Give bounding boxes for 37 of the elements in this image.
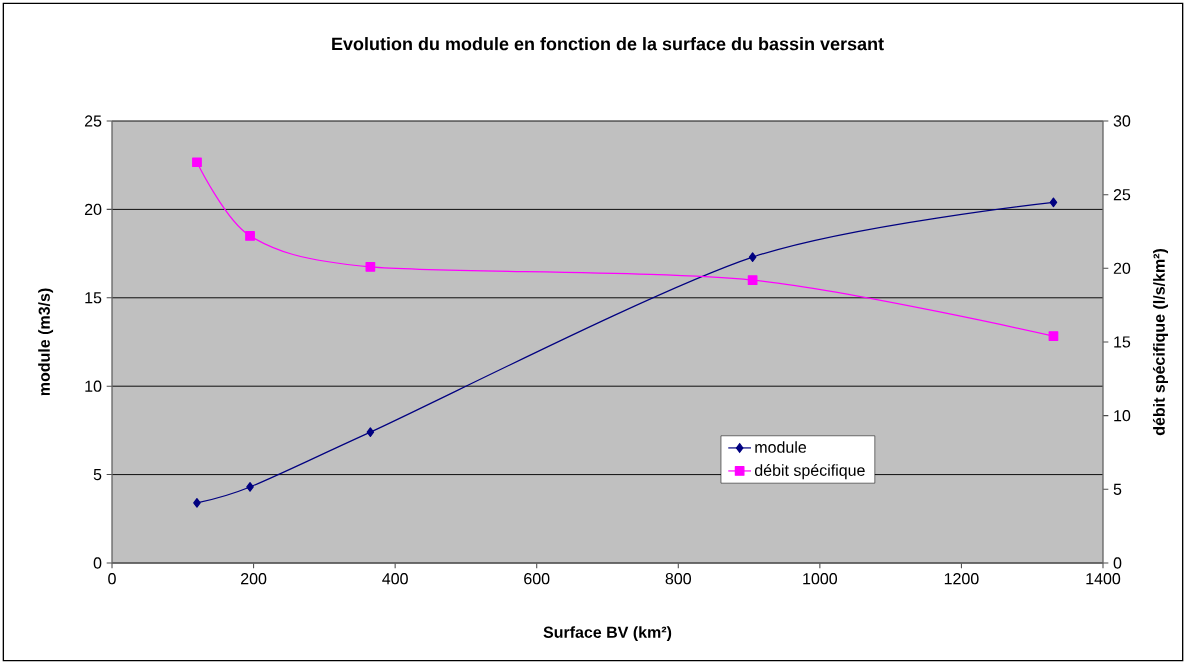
x-tick-label: 600 (524, 573, 550, 585)
y-tick-label: 25 (84, 115, 102, 127)
y2-tick-label: 5 (1113, 483, 1122, 495)
y2-tick-label: 15 (1114, 336, 1131, 348)
y2-tick-label: 20 (1113, 262, 1131, 274)
y2-tick-label: 0 (1113, 557, 1122, 569)
x-tick-label: 1400 (1086, 573, 1121, 585)
y-tick-label: 15 (85, 292, 102, 304)
x-axis-title: Surface BV (km²) (543, 626, 672, 642)
y-tick-label: 20 (84, 203, 102, 216)
y2-axis-title: débit spécifique (l/s/km²) (1152, 248, 1169, 436)
point (245, 231, 255, 241)
point (747, 275, 758, 285)
x-tick-label: 1200 (944, 573, 979, 585)
x-tick-label: 400 (382, 573, 408, 585)
x-tick-label: 0 (108, 573, 116, 585)
x-tick-label: 200 (241, 573, 267, 585)
point (193, 498, 201, 508)
x-tick-label: 800 (665, 573, 692, 585)
point (246, 482, 254, 492)
point (365, 261, 376, 272)
y-tick-label: 10 (85, 380, 102, 392)
point (192, 157, 202, 168)
point (366, 427, 375, 438)
chart-title: Evolution du module en fonction de la surface du bassin versant (332, 37, 884, 51)
y-tick-label: 0 (93, 557, 102, 569)
point (1049, 197, 1058, 208)
y-tick-label: 5 (93, 469, 102, 481)
legend-label: débit spécifique (754, 464, 865, 480)
y-axis-title: module (m3/s) (38, 288, 54, 396)
legend-label: module (755, 441, 807, 453)
point (1048, 331, 1059, 341)
x-tick-label: 1000 (803, 573, 838, 585)
point (748, 252, 757, 262)
y2-tick-label: 30 (1113, 115, 1131, 127)
y2-tick-label: 10 (1114, 410, 1131, 422)
y2-tick-label: 25 (1113, 189, 1131, 201)
